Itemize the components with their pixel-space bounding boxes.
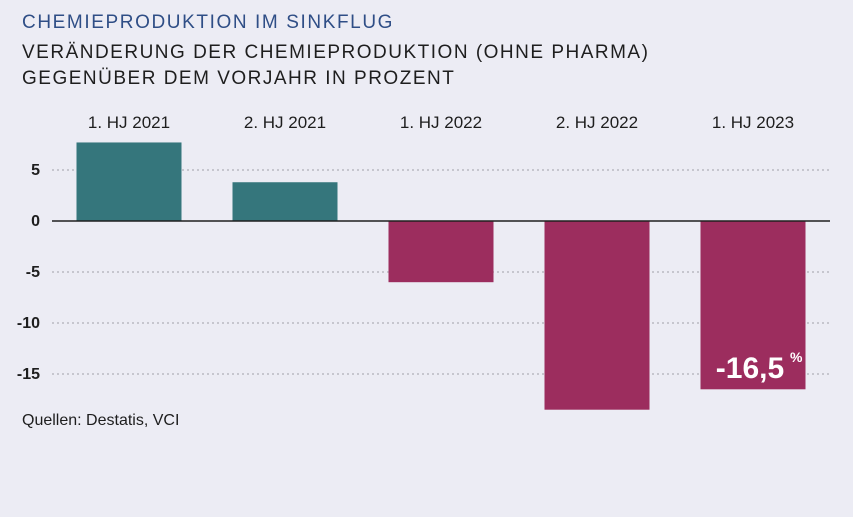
bar xyxy=(388,221,494,283)
source-note: Quellen: Destatis, VCI xyxy=(22,412,180,429)
category-label: 1. HJ 2022 xyxy=(400,113,482,132)
category-label: 1. HJ 2021 xyxy=(88,113,170,132)
y-tick-label: 0 xyxy=(31,213,40,230)
bar xyxy=(544,221,650,410)
y-tick-label: 5 xyxy=(31,162,40,179)
y-tick-label: -5 xyxy=(26,264,40,281)
bar xyxy=(76,142,182,221)
y-tick-labels: 5 0 -5 -10 -15 xyxy=(17,162,40,383)
category-label: 1. HJ 2023 xyxy=(712,113,794,132)
bar xyxy=(232,182,338,221)
annotations: -16,5% xyxy=(716,349,803,385)
chart-title: CHEMIEPRODUKTION IM SINKFLUG xyxy=(22,12,395,33)
category-labels: 1. HJ 2021 2. HJ 2021 1. HJ 2022 2. HJ 2022… xyxy=(88,113,794,132)
chart-subtitle-line-2: GEGENÜBER DEM VORJAHR IN PROZENT xyxy=(22,68,456,89)
y-tick-label: -10 xyxy=(17,315,40,332)
bar xyxy=(700,221,806,390)
bars xyxy=(76,142,806,410)
chart-subtitle-line-1: VERÄNDERUNG DER CHEMIEPRODUKTION (OHNE P… xyxy=(22,42,650,63)
category-label: 2. HJ 2021 xyxy=(244,113,326,132)
value-annotation: -16,5 xyxy=(716,352,784,385)
category-label: 2. HJ 2022 xyxy=(556,113,638,132)
y-tick-label: -15 xyxy=(17,366,40,383)
value-annotation-unit: % xyxy=(790,349,803,365)
